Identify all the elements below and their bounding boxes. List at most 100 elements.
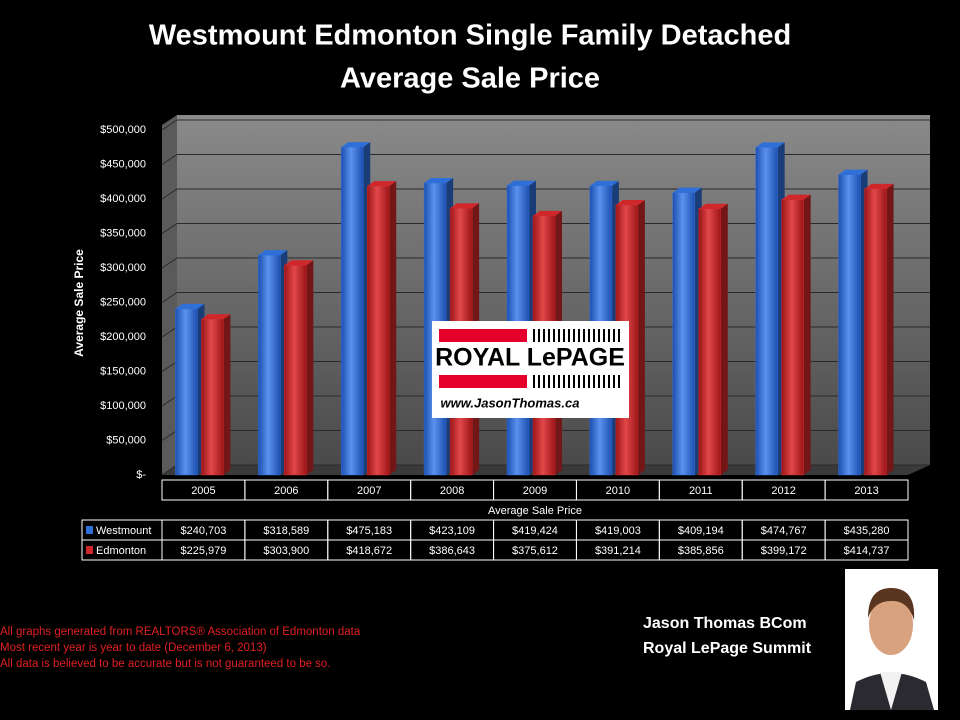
bar-top — [781, 194, 811, 200]
bar-top — [424, 178, 454, 184]
bar — [366, 185, 390, 476]
x-tick-label: 2005 — [191, 485, 215, 497]
x-axis-label: Average Sale Price — [488, 505, 582, 517]
y-axis-label: Average Sale Price — [72, 249, 86, 357]
bar-top — [175, 303, 205, 309]
data-label: $391,214 — [595, 545, 641, 557]
data-label: $409,194 — [678, 525, 724, 537]
data-label: $423,109 — [429, 525, 475, 537]
bar-top — [755, 142, 785, 148]
agent-company: Royal LePage Summit — [643, 640, 812, 657]
bar-top — [507, 180, 536, 186]
y-tick-label: $- — [136, 469, 146, 481]
grid-line — [161, 154, 178, 165]
bar — [258, 254, 281, 476]
bar-side — [223, 314, 231, 475]
bar-side — [886, 183, 894, 475]
bar-top — [284, 260, 314, 266]
y-tick-label: $200,000 — [100, 331, 146, 343]
grid-line — [161, 361, 178, 372]
grid-line — [161, 292, 178, 303]
data-label: $474,767 — [761, 525, 807, 537]
bar-side — [720, 203, 728, 476]
data-label: $375,612 — [512, 545, 558, 557]
data-label: $318,589 — [263, 525, 309, 537]
data-label: $419,424 — [512, 525, 558, 537]
agent-name: Jason Thomas BCom — [643, 615, 807, 632]
data-label: $225,979 — [180, 545, 226, 557]
grid-line — [161, 326, 178, 338]
agent-photo — [845, 569, 938, 710]
x-tick-label: 2007 — [357, 485, 381, 497]
grid-line — [161, 430, 178, 441]
photo-shirt — [880, 672, 902, 710]
bar — [284, 265, 307, 476]
data-label: $418,672 — [346, 545, 392, 557]
bar-top — [615, 200, 645, 206]
bar — [781, 199, 804, 476]
bar-side — [389, 181, 397, 475]
photo-face — [869, 595, 913, 655]
grid-line — [161, 464, 178, 476]
x-tick-label: 2009 — [523, 485, 547, 497]
bar — [755, 147, 778, 476]
logo: ROYAL LePAGE www.JasonThomas.ca — [432, 321, 629, 418]
bar — [672, 192, 696, 476]
y-tick-label: $350,000 — [100, 227, 146, 239]
x-tick-label: 2006 — [274, 485, 298, 497]
bar-top — [367, 181, 397, 187]
bar — [864, 188, 887, 476]
grid-line — [161, 257, 178, 269]
x-tick-label: 2012 — [771, 485, 795, 497]
grid-line — [161, 188, 178, 200]
logo-stripe — [439, 375, 527, 388]
chart-title: Westmount Edmonton Single Family Detache… — [149, 20, 791, 52]
data-label: $385,856 — [678, 545, 724, 557]
data-label: $240,703 — [180, 525, 226, 537]
x-tick-label: 2010 — [606, 485, 630, 497]
y-tick-label: $500,000 — [100, 124, 146, 136]
table-cell — [824, 539, 909, 561]
y-tick-label: $400,000 — [100, 193, 146, 205]
bar — [340, 146, 364, 476]
legend-swatch — [86, 526, 93, 534]
bar — [838, 174, 861, 476]
table-cell — [824, 479, 909, 501]
y-tick-label: $100,000 — [100, 400, 146, 412]
side-wall — [162, 115, 177, 475]
data-label: $414,737 — [844, 545, 890, 557]
bar-top — [258, 250, 288, 256]
bar-top — [201, 314, 231, 320]
bar-top — [864, 183, 894, 189]
bar-top — [533, 210, 562, 216]
bar — [698, 208, 722, 476]
legend-label: Westmount — [96, 525, 151, 537]
bar — [175, 308, 198, 476]
data-label: $475,183 — [346, 525, 392, 537]
legend-swatch — [86, 546, 93, 554]
data-label: $399,172 — [761, 545, 807, 557]
bar-side — [637, 200, 645, 475]
table-cell — [81, 539, 163, 561]
y-tick-label: $50,000 — [106, 434, 146, 446]
x-tick-label: 2013 — [854, 485, 878, 497]
footnote: All graphs generated from REALTORS® Asso… — [0, 626, 361, 638]
y-tick-label: $150,000 — [100, 365, 146, 377]
logo-brand: ROYAL LePAGE — [435, 344, 625, 372]
logo-barcode — [533, 329, 620, 388]
bar-top — [672, 187, 702, 193]
bar-side — [803, 194, 811, 475]
data-label: $419,003 — [595, 525, 641, 537]
grid-line — [161, 223, 178, 234]
bar-top — [341, 142, 371, 148]
grid-line — [161, 395, 178, 407]
data-label: $435,280 — [844, 525, 890, 537]
photo-hair — [868, 588, 915, 620]
footnote: Most recent year is year to date (Decemb… — [0, 642, 267, 654]
y-tick-label: $250,000 — [100, 296, 146, 308]
bar-side — [306, 260, 314, 475]
bar-top — [589, 180, 619, 186]
logo-url: www.JasonThomas.ca — [441, 395, 580, 410]
bar — [201, 318, 224, 476]
